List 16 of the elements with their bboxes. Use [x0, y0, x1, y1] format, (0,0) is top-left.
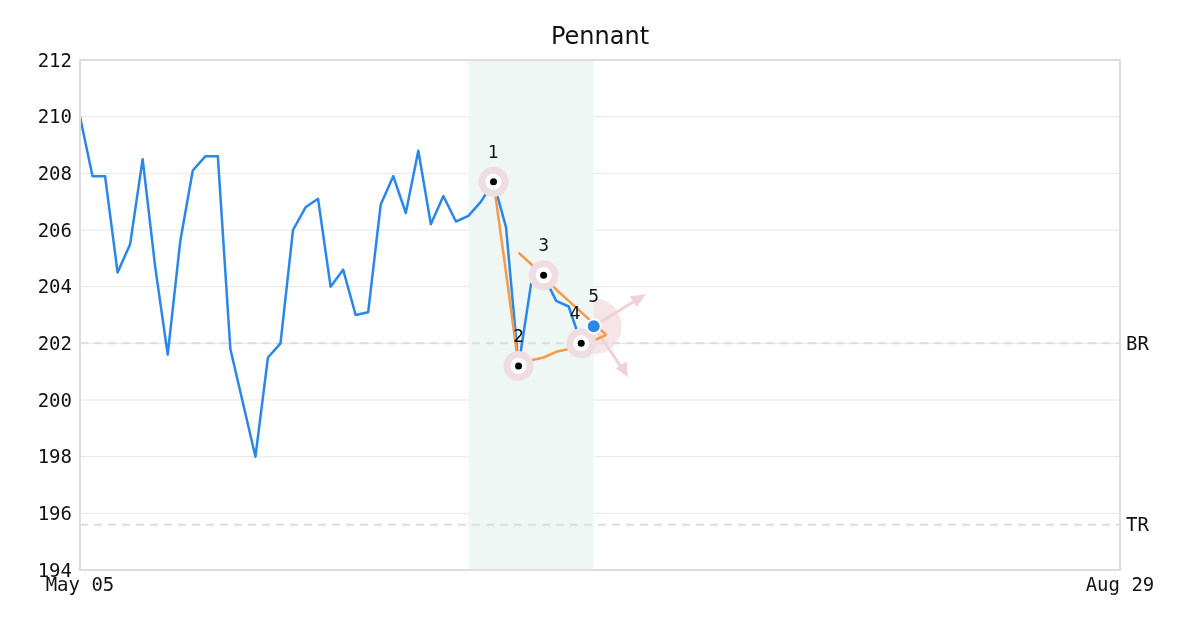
ref-line-label: BR — [1126, 332, 1150, 355]
y-tick-label: 200 — [37, 388, 72, 411]
y-tick-label: 196 — [37, 502, 72, 525]
x-tick-label: Aug 29 — [1085, 573, 1155, 596]
annotation: 3 — [538, 235, 550, 256]
y-tick-label: 208 — [37, 162, 72, 185]
y-tick-label: 204 — [37, 275, 72, 298]
annotation: 1 — [488, 141, 499, 162]
y-tick-label: 198 — [37, 445, 72, 468]
chart-title: Pennant — [549, 22, 651, 50]
annotation: 5 — [588, 286, 600, 307]
y-tick-label: 202 — [37, 332, 72, 355]
y-tick-label: 212 — [37, 48, 72, 71]
y-tick-label: 206 — [37, 218, 72, 241]
ref-line-label: TR — [1126, 513, 1150, 536]
y-tick-label: 210 — [37, 105, 72, 128]
